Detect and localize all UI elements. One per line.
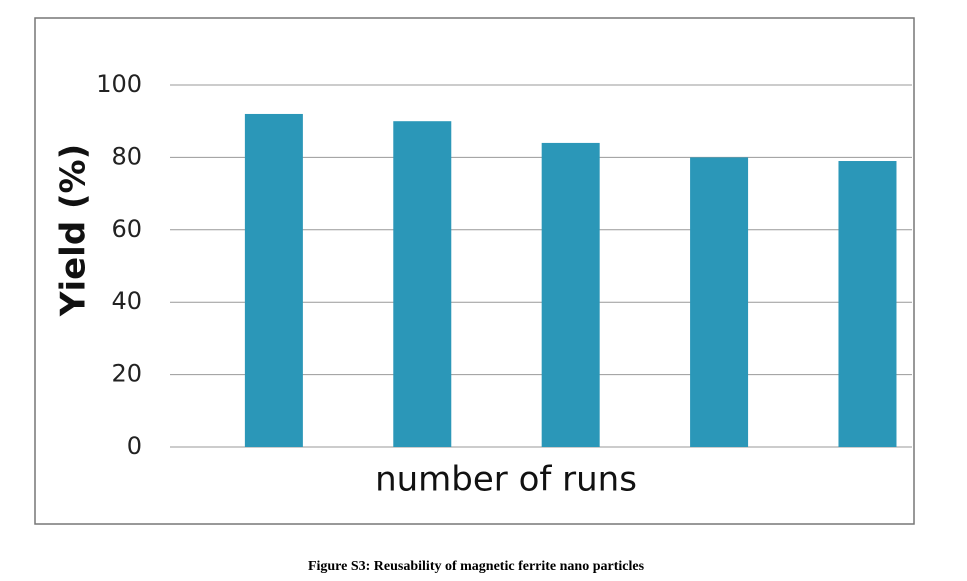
bar <box>541 142 600 448</box>
y-tick-label: 40 <box>111 287 142 315</box>
chart-frame <box>34 17 915 525</box>
y-axis-label: Yield (%) <box>54 144 94 317</box>
x-axis-label: number of runs <box>375 460 637 500</box>
bar <box>838 161 897 447</box>
y-tick-label: 60 <box>111 215 142 243</box>
bar <box>393 121 452 447</box>
y-tick-label: 100 <box>96 70 142 98</box>
y-tick-label: 0 <box>127 432 142 460</box>
bar <box>244 113 303 448</box>
bar <box>690 157 749 447</box>
y-tick-label: 80 <box>111 142 142 170</box>
figure-caption: Figure S3: Reusability of magnetic ferri… <box>308 559 645 574</box>
y-tick-label: 20 <box>111 360 142 388</box>
